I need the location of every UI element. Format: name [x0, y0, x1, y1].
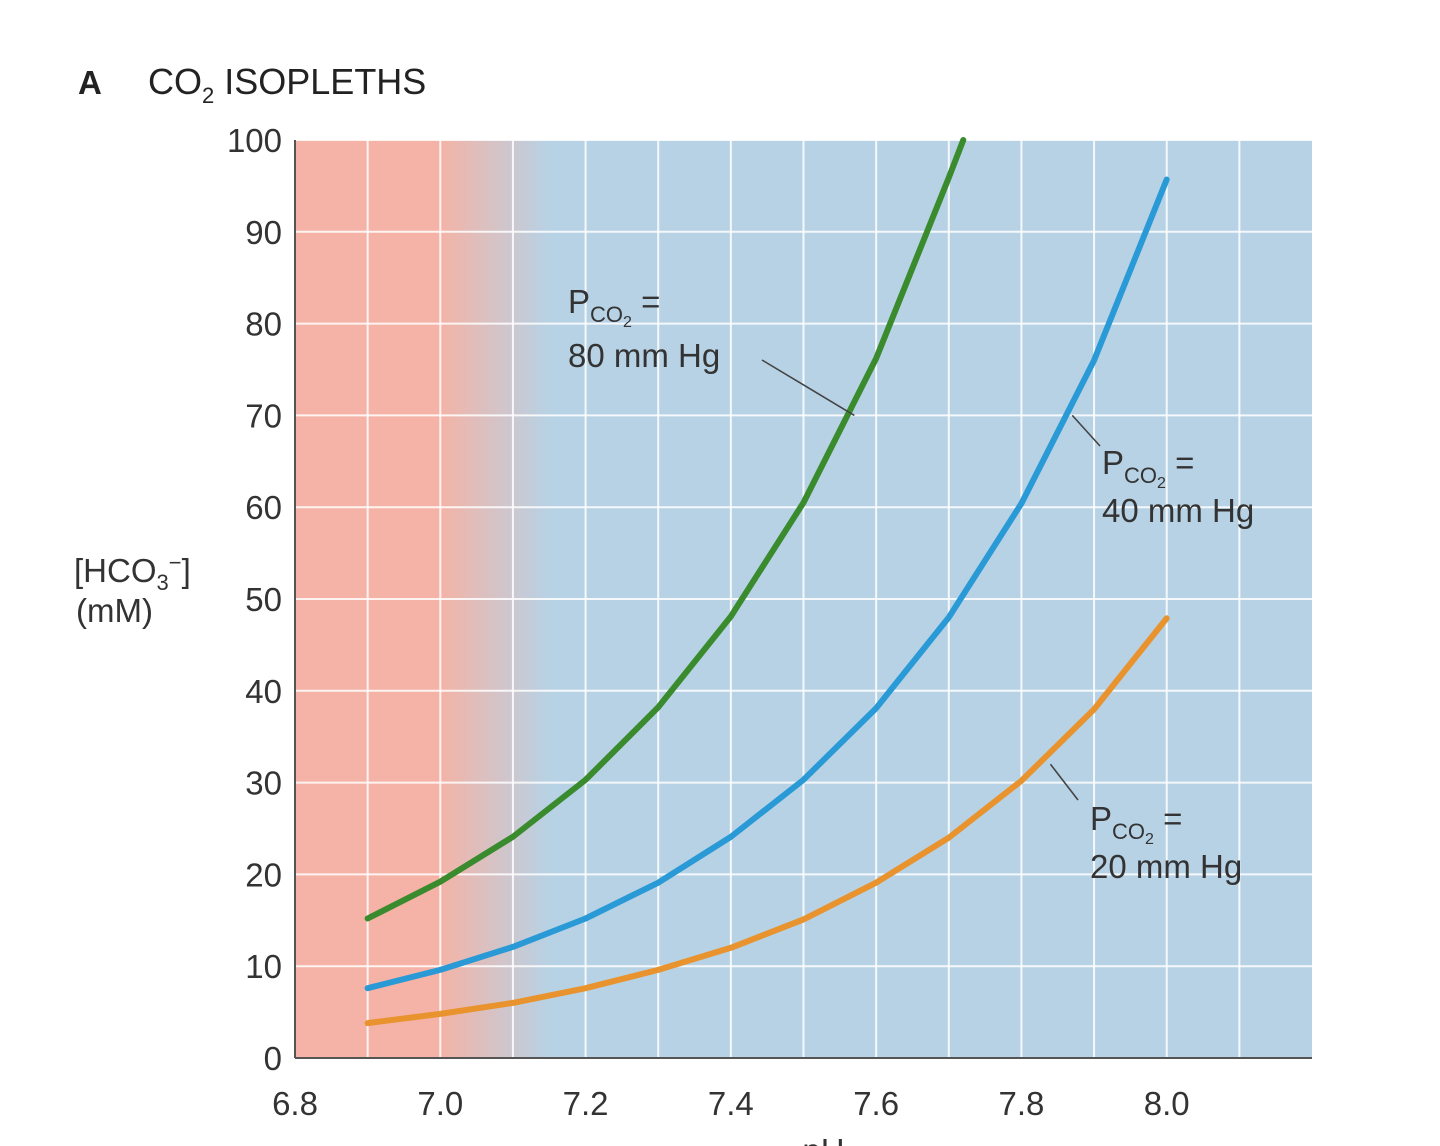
y-tick-label: 10 — [245, 948, 282, 985]
series-line-pco2-40 — [364, 176, 1170, 992]
chart-title-sub: 2 — [202, 83, 214, 108]
y-tick-label: 30 — [245, 765, 282, 802]
x-tick-label: 7.0 — [417, 1085, 463, 1122]
y-tick-label: 90 — [245, 214, 282, 251]
y-axis-label-sup: − — [169, 550, 182, 575]
y-tick-label: 40 — [245, 673, 282, 710]
x-tick-label: 7.6 — [853, 1085, 899, 1122]
chart-title-rest: ISOPLETHS — [214, 61, 426, 102]
data-series — [364, 137, 1170, 1027]
x-tick-label: 7.8 — [998, 1085, 1044, 1122]
annotation-label-pco2-80: PCO2 = — [568, 283, 660, 331]
series-line-pco2-20 — [364, 615, 1170, 1027]
y-axis-label: [HCO3−] — [74, 550, 191, 595]
panel-label: A — [78, 64, 102, 101]
y-axis-units: (mM) — [76, 592, 153, 629]
y-tick-labels: 0 10 20 30 40 50 60 70 80 90 100 — [227, 122, 282, 1077]
annotation-value-pco2-40: 40 mm Hg — [1102, 492, 1254, 529]
annotation-value-pco2-20: 20 mm Hg — [1090, 848, 1242, 885]
annotation-leader-pco2-40 — [1071, 414, 1101, 447]
y-tick-label: 0 — [264, 1040, 282, 1077]
x-tick-labels: 6.8 7.0 7.2 7.4 7.6 7.8 8.0 — [272, 1085, 1190, 1122]
x-tick-label: 6.8 — [272, 1085, 318, 1122]
annotation-label-pco2-20: PCO2 = — [1090, 800, 1182, 848]
annotation-leader-pco2-80 — [761, 359, 855, 417]
y-tick-label: 20 — [245, 856, 282, 893]
y-tick-label: 50 — [245, 581, 282, 618]
x-tick-label: 8.0 — [1144, 1085, 1190, 1122]
grid-lines — [295, 139, 1312, 1058]
y-axis-label-main: [HCO — [74, 552, 157, 589]
annotation-leader-pco2-20 — [1049, 763, 1079, 801]
x-tick-label: 7.2 — [563, 1085, 609, 1122]
series-line-pco2-80 — [364, 137, 967, 922]
axes — [294, 140, 1312, 1059]
y-axis-label-sub: 3 — [157, 570, 169, 595]
y-tick-label: 70 — [245, 397, 282, 434]
y-tick-label: 80 — [245, 306, 282, 343]
y-tick-label: 60 — [245, 489, 282, 526]
y-tick-label: 100 — [227, 122, 282, 159]
annotation-label-pco2-40: PCO2 = — [1102, 444, 1194, 492]
chart-title-main: CO — [148, 61, 202, 102]
annotation-value-pco2-80: 80 mm Hg — [568, 337, 720, 374]
y-axis-label-end: ] — [182, 552, 191, 589]
x-tick-label: 7.4 — [708, 1085, 754, 1122]
chart-title: CO2 ISOPLETHS — [148, 61, 426, 108]
x-axis-label: pH — [802, 1132, 844, 1146]
